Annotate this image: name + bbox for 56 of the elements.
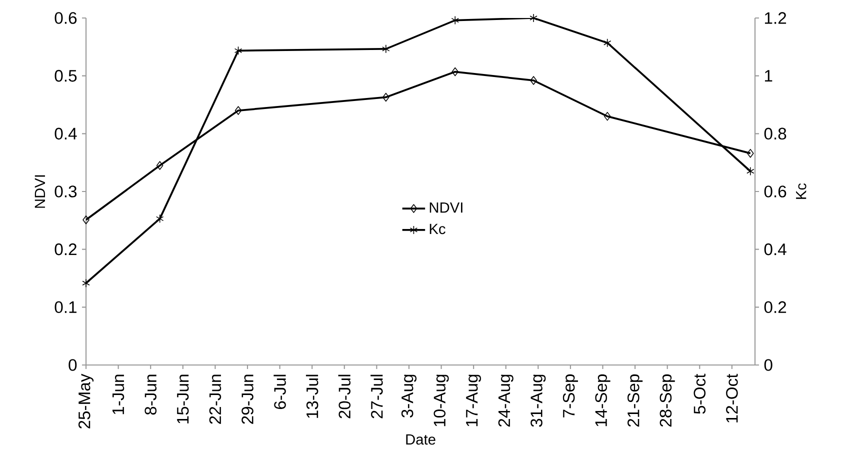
point (234, 46, 242, 56)
y-tick-label: 0.5 (54, 70, 77, 82)
x-tick-label: 20-Jul (338, 374, 350, 418)
x-tick-label: 29-Jun (242, 374, 254, 424)
y-tick-label: 0 (68, 359, 77, 371)
x-tick-label: 27-Jul (370, 374, 383, 418)
x-tick-label: 8-Jun (144, 374, 157, 415)
y-axis-title: NDVI (34, 175, 45, 208)
point (530, 76, 537, 85)
point (746, 166, 754, 176)
point (530, 14, 538, 22)
y2-tick-label: 0.4 (764, 243, 786, 256)
point (452, 67, 459, 76)
x-tick-label: 5-Oct (694, 374, 706, 414)
point (382, 44, 390, 54)
point (156, 161, 164, 170)
y-tick-label: 0.1 (54, 301, 76, 314)
y-tick-label: 0.6 (54, 12, 77, 24)
x-tick-label: 13-Jul (306, 374, 318, 418)
x-tick-label: 31-Aug (530, 374, 546, 427)
x-tick-label: 22-Jun (209, 374, 222, 424)
x-tick-label: 17-Aug (466, 374, 482, 426)
y-tick-label: 0.4 (54, 128, 77, 140)
y2-tick-label: 0 (764, 359, 772, 371)
x-tick-label: 21-Sep (628, 374, 643, 427)
legend-label: NDVI (430, 202, 462, 213)
y2-tick-label: 0.8 (764, 128, 786, 140)
point (156, 214, 164, 224)
x-tick-label: 1-Jun (112, 374, 124, 414)
y2-axis-title: Kc (796, 183, 806, 199)
point (604, 112, 611, 121)
x-tick-label: 6-Jul (274, 374, 286, 409)
y-tick-label: 0.2 (54, 243, 76, 256)
point (746, 148, 754, 158)
point (382, 92, 390, 102)
x-tick-label: 14-Sep (595, 374, 610, 426)
y2-tick-label: 1.2 (764, 12, 786, 24)
x-tick-label: 7-Sep (562, 374, 578, 418)
x-axis-title: Date (406, 434, 436, 445)
x-tick-label: 3-Aug (401, 374, 417, 418)
y2-tick-label: 1 (764, 70, 772, 82)
y-tick-label: 0.3 (54, 186, 77, 198)
x-tick-label: 28-Sep (660, 374, 675, 427)
point (451, 16, 459, 25)
legend-label: Kc (430, 224, 446, 234)
x-tick-label: 12-Oct (726, 374, 738, 422)
y2-tick-label: 0.6 (764, 186, 786, 198)
point (234, 106, 242, 115)
x-tick-label: 15-Jun (177, 374, 189, 424)
x-tick-label: 24-Aug (498, 374, 514, 427)
x-tick-label: 25-May (78, 374, 94, 428)
y2-tick-label: 0.2 (764, 301, 786, 314)
x-tick-label: 10-Aug (434, 374, 449, 426)
point (82, 215, 90, 224)
point (603, 38, 612, 48)
point (82, 278, 90, 288)
